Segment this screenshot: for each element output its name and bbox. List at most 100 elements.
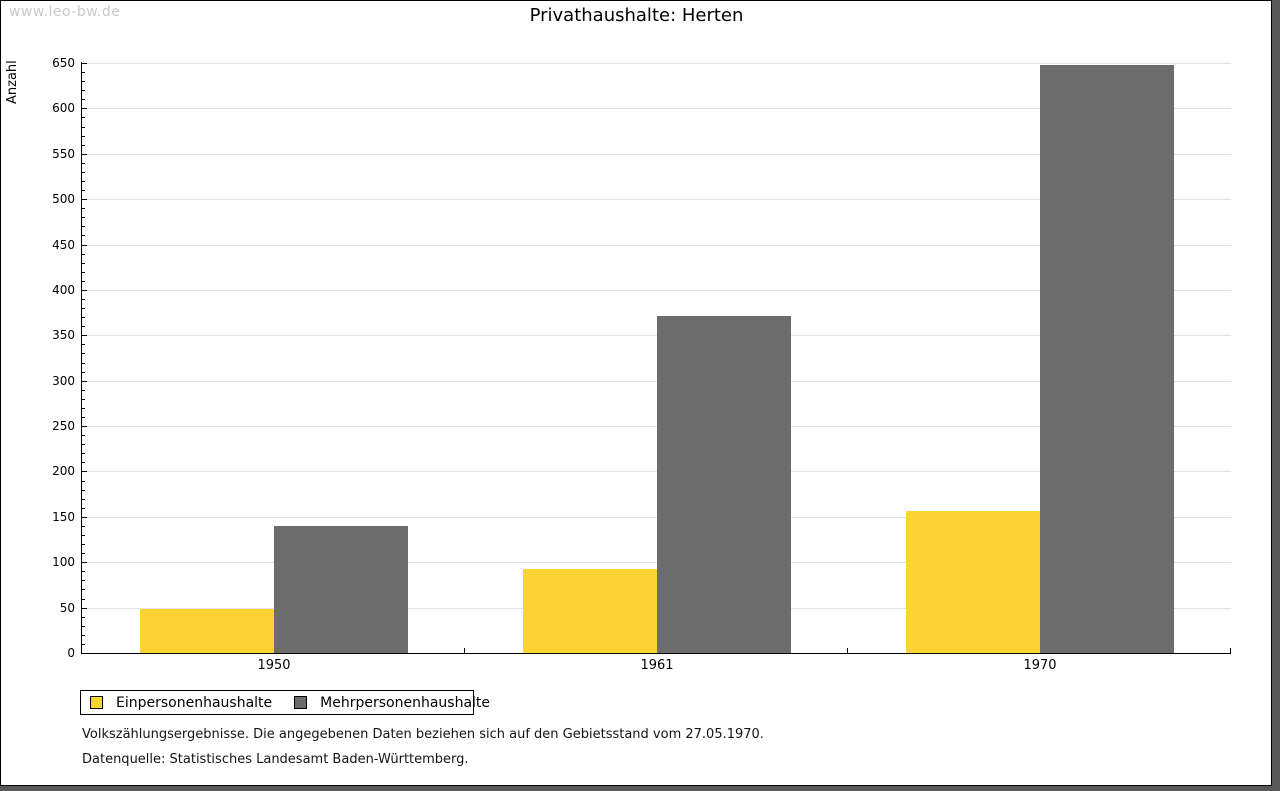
y-minor-tick-320: [82, 363, 85, 364]
y-tick-label-150: 150: [52, 510, 75, 524]
x-boundary-tick-3: [1230, 648, 1231, 653]
y-minor-tick-110: [82, 553, 85, 554]
y-minor-tick-220: [82, 453, 85, 454]
x-axis-line: [81, 653, 1231, 654]
gridline-y-500: [82, 199, 1231, 200]
y-minor-tick-460: [82, 235, 85, 236]
y-minor-tick-470: [82, 226, 85, 227]
chart-title: Privathaushalte: Herten: [529, 5, 744, 26]
gridline-y-650: [82, 63, 1231, 64]
y-minor-tick-370: [82, 317, 85, 318]
legend: Einpersonenhaushalte Mehrpersonenhaushal…: [80, 690, 490, 715]
y-minor-tick-270: [82, 408, 85, 409]
y-major-tick-300: [82, 381, 87, 382]
bar-einpersonenhaushalte-1970: [906, 511, 1040, 653]
y-minor-tick-180: [82, 490, 85, 491]
gridline-y-150: [82, 517, 1231, 518]
y-minor-tick-520: [82, 181, 85, 182]
x-boundary-tick-1: [464, 648, 465, 653]
y-minor-tick-340: [82, 344, 85, 345]
gridline-y-300: [82, 381, 1231, 382]
y-minor-tick-410: [82, 281, 85, 282]
y-tick-label-0: 0: [67, 646, 75, 660]
x-boundary-tick-2: [847, 648, 848, 653]
y-minor-tick-130: [82, 535, 85, 536]
y-major-tick-350: [82, 335, 87, 336]
y-minor-tick-490: [82, 208, 85, 209]
y-minor-tick-230: [82, 444, 85, 445]
y-minor-tick-430: [82, 263, 85, 264]
y-minor-tick-620: [82, 90, 85, 91]
footnote-data-source: Datenquelle: Statistisches Landesamt Bad…: [82, 752, 469, 767]
legend-swatch-mehrpersonenhaushalte: [294, 696, 308, 709]
y-minor-tick-510: [82, 190, 85, 191]
y-tick-label-200: 200: [52, 464, 75, 478]
y-minor-tick-290: [82, 390, 85, 391]
y-tick-label-350: 350: [52, 328, 75, 342]
y-minor-tick-420: [82, 272, 85, 273]
bar-mehrpersonenhaushalte-1970: [1040, 65, 1174, 653]
y-minor-tick-360: [82, 326, 85, 327]
y-minor-tick-390: [82, 299, 85, 300]
x-tick-label-1961: 1961: [640, 658, 674, 673]
y-major-tick-650: [82, 63, 87, 64]
y-minor-tick-330: [82, 353, 85, 354]
y-major-tick-100: [82, 562, 87, 563]
bar-mehrpersonenhaushalte-1961: [657, 316, 791, 653]
y-minor-tick-560: [82, 145, 85, 146]
y-minor-tick-170: [82, 499, 85, 500]
y-minor-tick-30: [82, 626, 85, 627]
y-minor-tick-80: [82, 580, 85, 581]
y-minor-tick-90: [82, 571, 85, 572]
y-minor-tick-210: [82, 462, 85, 463]
y-tick-label-300: 300: [52, 374, 75, 388]
y-major-tick-550: [82, 154, 87, 155]
y-tick-label-100: 100: [52, 555, 75, 569]
y-tick-label-450: 450: [52, 238, 75, 252]
gridline-y-400: [82, 290, 1231, 291]
y-minor-tick-580: [82, 127, 85, 128]
x-tick-label-1950: 1950: [257, 658, 291, 673]
bar-einpersonenhaushalte-1950: [140, 609, 274, 653]
legend-swatch-einpersonenhaushalte: [90, 696, 103, 709]
y-minor-tick-630: [82, 81, 85, 82]
y-tick-label-400: 400: [52, 283, 75, 297]
y-major-tick-400: [82, 290, 87, 291]
gridline-y-200: [82, 471, 1231, 472]
y-minor-tick-280: [82, 399, 85, 400]
y-major-tick-450: [82, 245, 87, 246]
x-tick-label-1970: 1970: [1023, 658, 1057, 673]
y-major-tick-150: [82, 517, 87, 518]
legend-label-einpersonenhaushalte: Einpersonenhaushalte: [116, 694, 273, 711]
y-minor-tick-60: [82, 599, 85, 600]
y-minor-tick-20: [82, 635, 85, 636]
y-minor-tick-160: [82, 508, 85, 509]
y-minor-tick-190: [82, 481, 85, 482]
footnote-source-note: Volkszählungsergebnisse. Die angegebenen…: [82, 727, 764, 742]
y-minor-tick-610: [82, 99, 85, 100]
y-tick-label-550: 550: [52, 147, 75, 161]
y-minor-tick-640: [82, 72, 85, 73]
y-minor-tick-440: [82, 254, 85, 255]
legend-label-mehrpersonenhaushalte: Mehrpersonenhaushalte: [320, 694, 491, 711]
y-minor-tick-380: [82, 308, 85, 309]
y-minor-tick-70: [82, 589, 85, 590]
y-minor-tick-540: [82, 163, 85, 164]
y-major-tick-250: [82, 426, 87, 427]
y-tick-label-500: 500: [52, 192, 75, 206]
y-major-tick-50: [82, 608, 87, 609]
y-minor-tick-570: [82, 136, 85, 137]
y-minor-tick-530: [82, 172, 85, 173]
y-minor-tick-240: [82, 435, 85, 436]
y-minor-tick-310: [82, 372, 85, 373]
y-axis-line: [81, 62, 82, 653]
watermark: www.leo-bw.de: [9, 4, 121, 20]
y-minor-tick-120: [82, 544, 85, 545]
y-tick-label-250: 250: [52, 419, 75, 433]
bar-einpersonenhaushalte-1961: [523, 569, 657, 653]
gridline-y-450: [82, 245, 1231, 246]
y-major-tick-600: [82, 108, 87, 109]
